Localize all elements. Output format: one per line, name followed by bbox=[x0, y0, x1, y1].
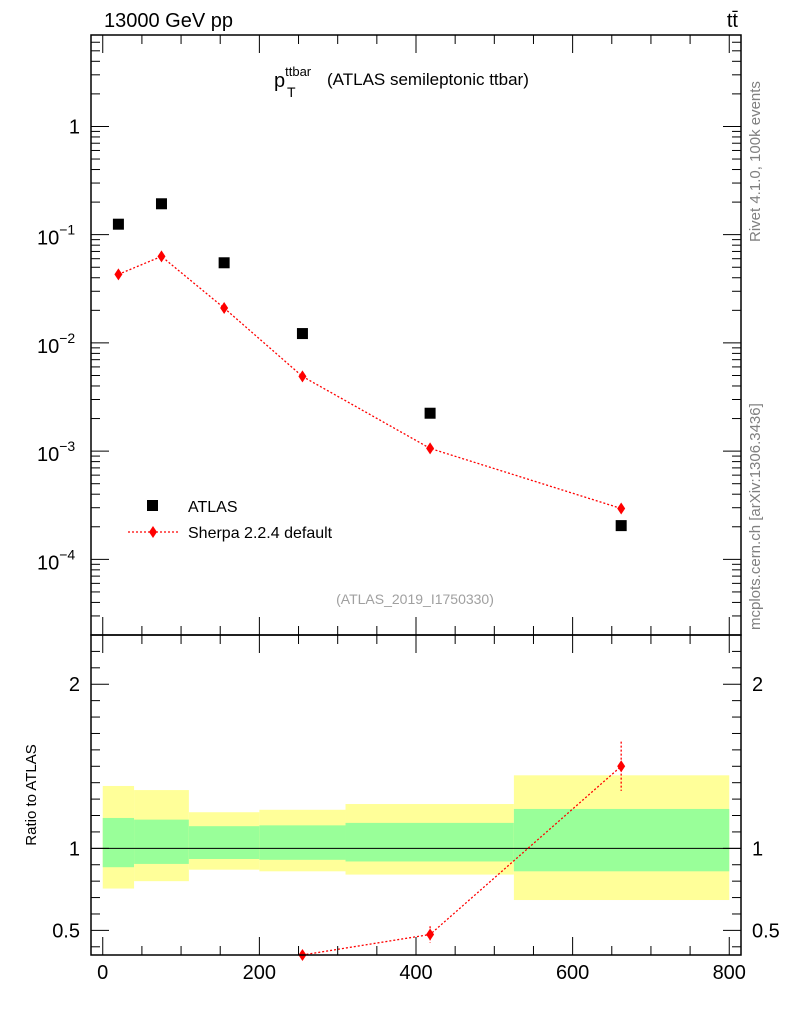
legend-atlas-label: ATLAS bbox=[188, 499, 238, 516]
main-panel-frame bbox=[90, 34, 742, 636]
inner-band bbox=[513, 808, 730, 872]
title-main: p bbox=[274, 70, 285, 92]
ratio-y-tick-label-right: 1 bbox=[752, 838, 763, 860]
ratio-y-tick-label-right: 2 bbox=[752, 674, 763, 696]
y-tick-label-exp: −2 bbox=[59, 330, 75, 346]
sherpa-point bbox=[220, 302, 229, 315]
inner-band bbox=[188, 826, 260, 859]
main-y-ticks bbox=[91, 34, 741, 636]
legend-atlas-marker bbox=[147, 500, 158, 511]
y-tick-label-base: 10 bbox=[37, 228, 59, 250]
y-tick-label: 1 bbox=[69, 116, 80, 138]
main-x-ticks bbox=[102, 35, 730, 635]
plot-title: pttbar bbox=[274, 64, 312, 92]
atlas-point bbox=[218, 257, 230, 269]
y-tick-label-exp: −1 bbox=[59, 222, 75, 238]
ratio-panel: 0.5 0.5 1 1 2 2 0 200 400 600 800 Ratio to ATLAS bbox=[23, 634, 780, 984]
x-tick-label: 400 bbox=[399, 962, 432, 984]
title-sup: ttbar bbox=[285, 64, 312, 79]
x-tick-label: 600 bbox=[556, 962, 589, 984]
mcplots-label: mcplots.cern.ch [arXiv:1306.3436] bbox=[747, 403, 764, 630]
ratio-y-axis-label: Ratio to ATLAS bbox=[23, 744, 40, 845]
x-tick-label: 800 bbox=[713, 962, 746, 984]
y-tick-label: 10−1 bbox=[37, 222, 75, 250]
y-tick-label-base: 10 bbox=[37, 336, 59, 358]
inner-band bbox=[345, 822, 514, 862]
sherpa-point bbox=[617, 502, 626, 515]
inner-band bbox=[259, 825, 346, 860]
x-tick-label: 200 bbox=[243, 962, 276, 984]
title-sub: T bbox=[287, 84, 296, 100]
inner-band bbox=[102, 817, 135, 868]
sherpa-point bbox=[157, 250, 166, 263]
legend-sherpa-marker bbox=[149, 526, 157, 538]
ratio-y-tick-label: 2 bbox=[69, 674, 80, 696]
process-label: tt̄ bbox=[727, 10, 739, 32]
main-panel: 110−110−210−310−4 pttbar T (ATLAS semile… bbox=[37, 34, 742, 636]
ratio-point bbox=[617, 760, 626, 773]
ratio-ticks bbox=[91, 634, 741, 955]
ratio-point bbox=[426, 928, 435, 941]
atlas-point bbox=[296, 328, 308, 340]
legend: ATLAS Sherpa 2.2.4 default bbox=[128, 499, 333, 542]
atlas-point bbox=[155, 198, 167, 210]
atlas-point bbox=[615, 520, 627, 532]
ratio-tick-labels: 0.5 0.5 1 1 2 2 0 200 400 600 800 bbox=[52, 674, 780, 984]
sherpa-curve bbox=[118, 255, 622, 510]
y-tick-label-base: 10 bbox=[37, 552, 59, 574]
x-tick-label: 0 bbox=[97, 962, 108, 984]
data-markers bbox=[112, 198, 627, 532]
ratio-y-tick-label: 0.5 bbox=[52, 920, 80, 942]
ratio-y-tick-label-right: 0.5 bbox=[752, 920, 780, 942]
main-y-tick-labels: 110−110−210−310−4 bbox=[37, 116, 80, 574]
legend-sherpa-label: Sherpa 2.2.4 default bbox=[188, 525, 333, 542]
y-tick-label: 10−2 bbox=[37, 330, 75, 358]
sherpa-line bbox=[118, 255, 622, 510]
y-tick-label-exp: −3 bbox=[59, 438, 75, 454]
sherpa-point bbox=[426, 442, 435, 455]
atlas-point bbox=[424, 407, 436, 419]
rivet-label: Rivet 4.1.0, 100k events bbox=[747, 81, 764, 242]
inner-band bbox=[134, 819, 189, 864]
atlas-point bbox=[112, 218, 124, 230]
title-rest: (ATLAS semileptonic ttbar) bbox=[327, 70, 529, 89]
y-tick-label: 10−4 bbox=[37, 546, 75, 574]
sherpa-point bbox=[298, 370, 307, 383]
y-tick-label-exp: −4 bbox=[59, 546, 75, 562]
beam-label: 13000 GeV pp bbox=[104, 10, 233, 32]
analysis-id: (ATLAS_2019_I1750330) bbox=[336, 591, 494, 607]
uncertainty-bands bbox=[102, 775, 730, 901]
ratio-y-tick-label: 1 bbox=[69, 838, 80, 860]
y-tick-label: 10−3 bbox=[37, 438, 75, 466]
sherpa-point bbox=[114, 268, 123, 281]
y-tick-label-base: 10 bbox=[37, 444, 59, 466]
